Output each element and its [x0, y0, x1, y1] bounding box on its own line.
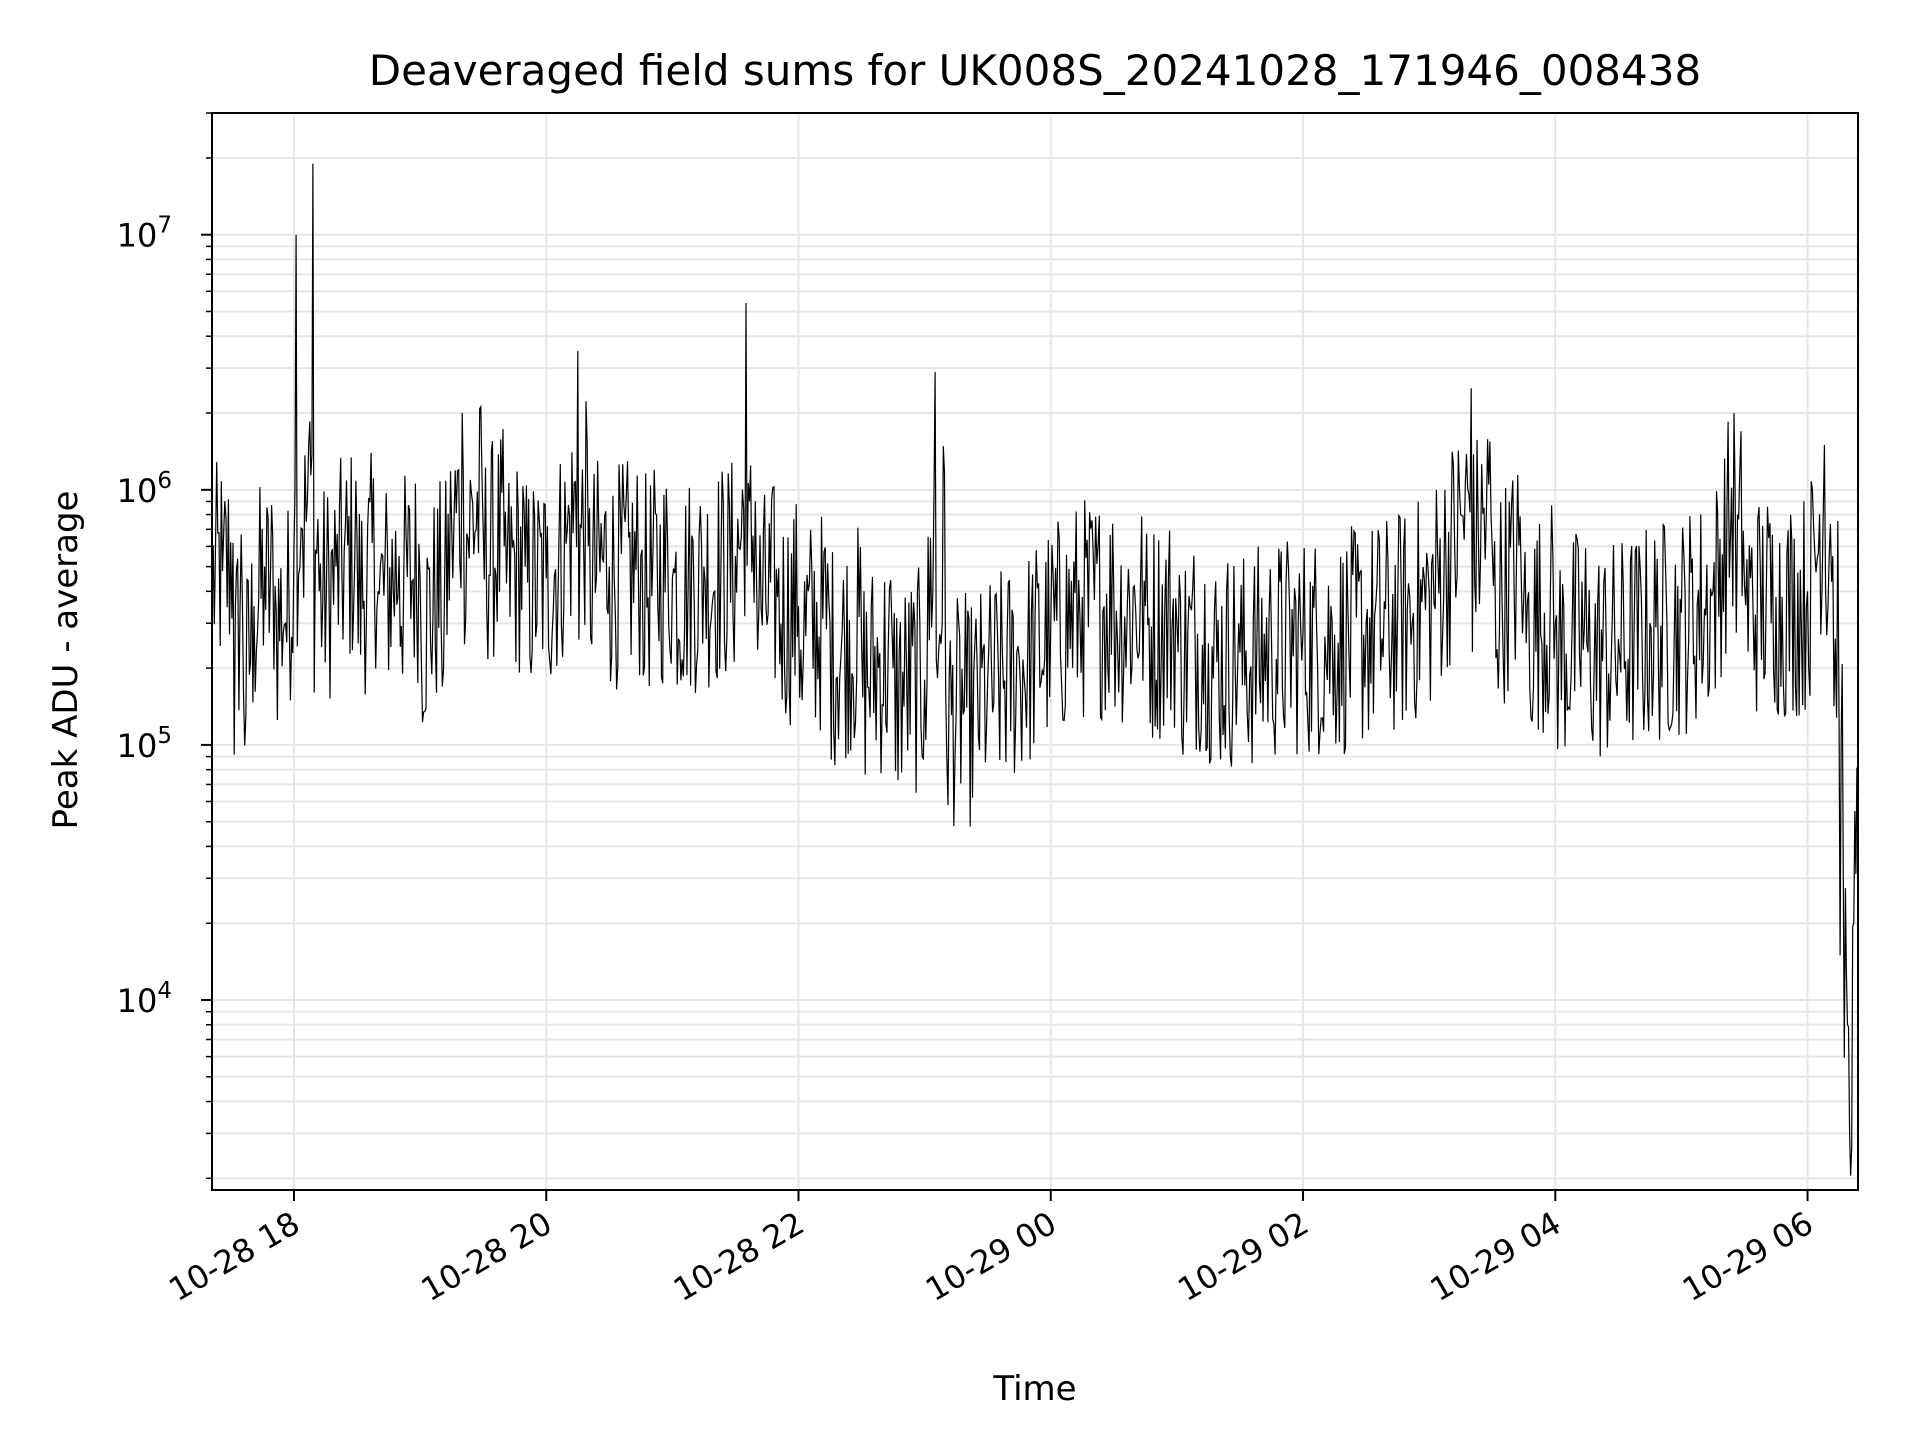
- x-axis-title: Time: [992, 1369, 1076, 1409]
- y-tick-label: 105: [117, 723, 172, 765]
- grid: [212, 112, 1858, 1190]
- chart-title: Deaveraged field sums for UK008S_2024102…: [369, 46, 1701, 95]
- y-axis-title: Peak ADU - average: [46, 491, 86, 830]
- series-line: [211, 163, 1859, 1176]
- y-tick-label: 107: [117, 213, 172, 255]
- y-tick-label: 106: [117, 468, 172, 510]
- series-layer: [211, 163, 1859, 1176]
- y-tick-label: 104: [117, 978, 172, 1020]
- plot-frame: [211, 112, 1859, 1191]
